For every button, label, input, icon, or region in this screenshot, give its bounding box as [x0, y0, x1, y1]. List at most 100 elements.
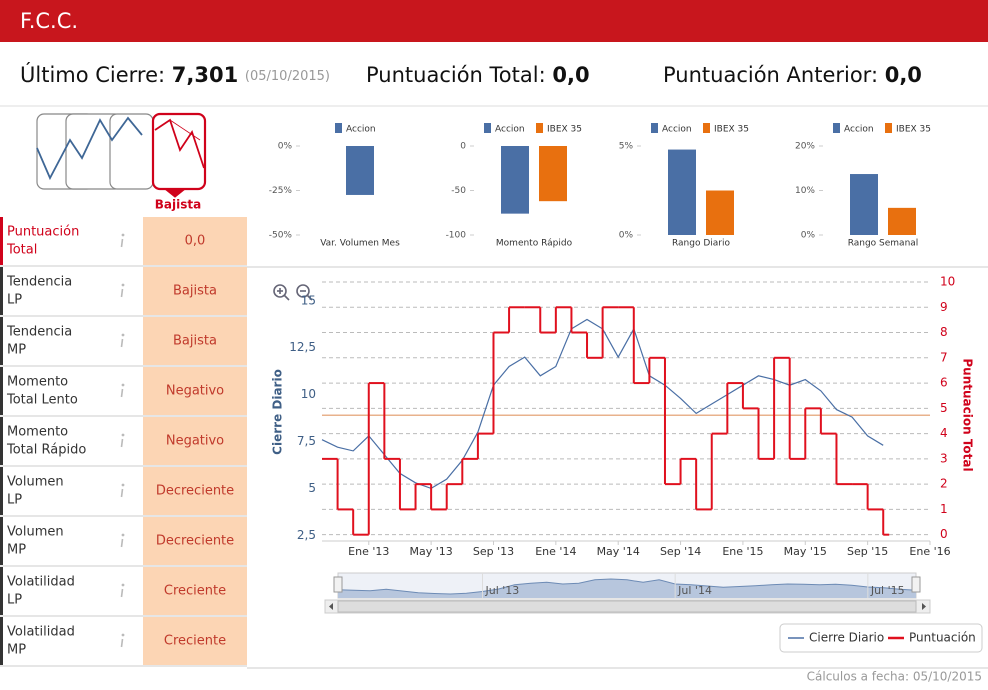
info-icon: [121, 583, 125, 587]
category-label: Momento Rápido: [496, 239, 573, 249]
y-tick-label: 5%: [619, 142, 634, 152]
value-cell: [143, 367, 247, 415]
legend-swatch: [484, 123, 491, 133]
row-marker: [0, 517, 3, 565]
bar: [706, 190, 734, 235]
navigator-label: Jul '13: [485, 584, 520, 597]
y-tick-label: 12,5: [289, 340, 316, 354]
y2-axis-label: Puntuacion Total: [961, 358, 975, 471]
y2-tick-label: 4: [940, 426, 948, 440]
indicator-name: LP: [7, 293, 22, 308]
info-icon: [120, 288, 124, 298]
row-marker: [0, 617, 3, 665]
navigator-handle[interactable]: [333, 576, 343, 593]
x-tick-label: Ene '15: [722, 545, 763, 558]
x-tick-label: Ene '13: [348, 545, 389, 558]
y2-tick-label: 9: [940, 300, 948, 314]
y-tick-label: 15: [301, 293, 316, 307]
info-icon: [121, 283, 125, 287]
y2-tick-label: 1: [940, 502, 948, 516]
y-tick-label: 10: [301, 387, 316, 401]
y2-tick-label: 0: [940, 527, 948, 541]
y-tick-label: 0%: [801, 231, 816, 241]
bar: [346, 146, 374, 195]
previous-score: Puntuación Anterior: 0,0: [663, 63, 922, 87]
date: (05/10/2015): [245, 69, 330, 84]
value: 7,301: [172, 63, 238, 87]
y-tick-label: 7,5: [297, 434, 316, 448]
scrollbar-thumb[interactable]: [337, 600, 917, 613]
legend-label: Accion: [346, 125, 376, 135]
indicator-name: MP: [7, 543, 26, 558]
navigator-label: Jul '15: [870, 584, 905, 597]
info-icon: [120, 438, 124, 448]
y-tick-label: -100: [446, 231, 467, 241]
y2-tick-label: 8: [940, 325, 948, 339]
indicator-name: Volumen: [7, 525, 64, 540]
navigator-label: Jul '14: [677, 584, 712, 597]
info-icon: [121, 533, 125, 537]
bar: [539, 146, 567, 202]
info-icon: [121, 233, 125, 237]
bar: [850, 174, 878, 235]
legend-label: Puntuación: [909, 631, 976, 645]
value-cell: [143, 317, 247, 365]
y2-tick-label: 10: [940, 275, 955, 289]
scroll-arrow: [329, 603, 333, 610]
legend-box: [779, 623, 983, 653]
info-icon: [120, 638, 124, 648]
trend-label: Bajista: [155, 198, 201, 212]
category-label: Var. Volumen Mes: [320, 239, 400, 249]
x-tick-label: Ene '16: [909, 545, 950, 558]
y-axis-label: Cierre Diario: [271, 369, 285, 455]
info-icon: [120, 338, 124, 348]
y-tick-label: 2,5: [297, 528, 316, 542]
navigator-handle[interactable]: [911, 576, 921, 593]
indicator-name: Volatilidad: [7, 575, 75, 590]
legend-swatch: [833, 123, 840, 133]
info-icon: [121, 633, 125, 637]
bar: [888, 207, 916, 235]
scroll-arrow: [922, 603, 926, 610]
indicator-name: LP: [7, 593, 22, 608]
legend-label: Accion: [844, 125, 874, 135]
info-icon: [120, 238, 124, 248]
indicator-name: MP: [7, 643, 26, 658]
info-icon: [120, 588, 124, 598]
title: F.C.C.: [20, 9, 78, 33]
indicator-name: Momento: [7, 425, 68, 440]
y2-tick-label: 5: [940, 401, 948, 415]
y2-tick-label: 3: [940, 451, 948, 465]
y-tick-label: 5: [308, 481, 316, 495]
x-tick-label: Sep '14: [660, 545, 701, 558]
zoom-controls[interactable]: [273, 284, 313, 301]
total-score: Puntuación Total: 0,0: [366, 63, 590, 87]
value-cell: [143, 217, 247, 265]
indicator-name: MP: [7, 343, 26, 358]
value: 0,0: [552, 63, 589, 87]
label: Último Cierre:: [20, 62, 165, 87]
value: 0,0: [885, 63, 922, 87]
indicator-value: Creciente: [164, 584, 226, 599]
y-tick-label: -50: [451, 186, 466, 196]
category-label: Rango Diario: [672, 239, 731, 249]
indicator-name: Momento: [7, 375, 68, 390]
y-tick-label: -50%: [269, 231, 293, 241]
info-icon: [120, 488, 124, 498]
indicator-name: Volatilidad: [7, 625, 75, 640]
indicator-value: Decreciente: [156, 484, 234, 499]
y-tick-label: 0: [460, 142, 466, 152]
y-tick-label: 20%: [795, 142, 815, 152]
indicator-value: Decreciente: [156, 534, 234, 549]
indicator-value: Negativo: [166, 434, 224, 449]
value-cell: [143, 617, 247, 665]
legend-label: Accion: [662, 125, 692, 135]
x-tick-label: May '15: [784, 545, 827, 558]
legend-label: Accion: [495, 125, 525, 135]
indicator-value: Negativo: [166, 384, 224, 399]
row-marker: [0, 317, 3, 365]
y2-tick-label: 6: [940, 376, 948, 390]
row-marker: [0, 217, 3, 265]
value-cell: [143, 567, 247, 615]
